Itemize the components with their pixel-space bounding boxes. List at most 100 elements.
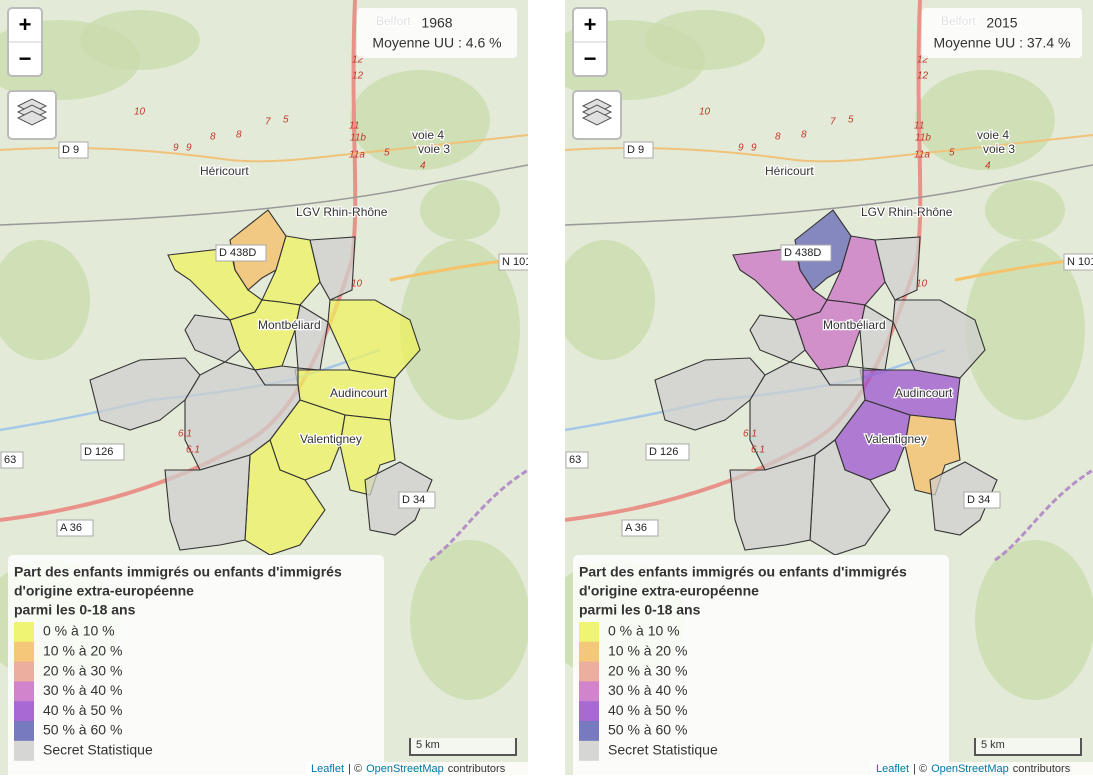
zone[interactable]: [729, 454, 816, 551]
border: [429, 468, 528, 562]
exit-label: 9: [173, 143, 179, 154]
exit-label: 5: [283, 115, 289, 126]
exit-label: 7: [265, 117, 271, 128]
attribution-box: [306, 762, 528, 775]
forest: [0, 240, 90, 360]
exit-label: 9: [186, 143, 192, 154]
zone[interactable]: [809, 439, 891, 556]
layers-icon[interactable]: [581, 110, 613, 126]
border: [994, 468, 1093, 562]
attribution-leaflet[interactable]: Leaflet: [876, 763, 909, 775]
road-label: A 36: [60, 522, 82, 534]
zone[interactable]: [294, 304, 329, 371]
legend-swatch: [579, 721, 599, 741]
legend-label: 10 % à 20 %: [608, 643, 687, 659]
legend-swatch: [14, 681, 34, 702]
place-label: Audincourt: [330, 386, 388, 400]
zone[interactable]: [254, 365, 299, 386]
scale-bar: [974, 738, 1082, 756]
exit-label: 10: [134, 107, 146, 118]
attribution-leaflet[interactable]: Leaflet: [311, 763, 344, 775]
road-label: D 9: [62, 144, 79, 156]
zoom-out[interactable]: −: [19, 46, 32, 71]
road-label: D 34: [967, 494, 990, 506]
place-label: LGV Rhin-Rhône: [861, 205, 953, 219]
zone[interactable]: [164, 454, 251, 551]
attribution-osm[interactable]: OpenStreetMap: [931, 763, 1009, 775]
layers-icon[interactable]: [16, 110, 48, 126]
legend-label: 0 % à 10 %: [43, 623, 115, 639]
road-label: D 34: [402, 494, 425, 506]
exit-label: 11a: [349, 150, 365, 161]
place-label: voie 4: [412, 128, 444, 142]
road-shield: [0, 451, 24, 469]
road-label: D 438D: [219, 247, 256, 259]
road-shield: [623, 141, 654, 159]
legend-title: Part des enfants immigrés ou enfants d'i…: [14, 564, 342, 580]
map-panel: BelfortHéricourtMontbéliardAudincourtVal…: [0, 0, 528, 775]
road-shield: [621, 519, 659, 537]
legend-title: parmi les 0-18 ans: [14, 602, 136, 618]
exit-label: 11: [349, 121, 359, 132]
layers-button[interactable]: [572, 90, 622, 140]
attribution-osm[interactable]: OpenStreetMap: [366, 763, 444, 775]
zoom-out[interactable]: −: [584, 46, 597, 71]
exit-label: 4: [420, 161, 426, 172]
place-label: Montbéliard: [258, 318, 321, 332]
place-label: Héricourt: [765, 164, 814, 178]
forest: [985, 180, 1065, 240]
legend-swatch: [579, 641, 599, 662]
attribution-box: [871, 762, 1093, 775]
zone[interactable]: [874, 236, 921, 301]
legend-swatch: [14, 661, 34, 682]
exit-label: 12: [352, 55, 364, 66]
legend-label: 30 % à 40 %: [43, 682, 122, 698]
zoom-in[interactable]: +: [19, 12, 32, 37]
road-label: D 438D: [784, 247, 821, 259]
zone[interactable]: [309, 236, 356, 301]
zone[interactable]: [749, 361, 866, 471]
road-shield: [1063, 253, 1093, 271]
info-box: [357, 8, 517, 58]
info-year: 1968: [421, 15, 452, 31]
place-label: Audincourt: [895, 386, 953, 400]
zone[interactable]: [819, 365, 864, 386]
road-label: 63: [4, 454, 16, 466]
legend-swatch: [579, 681, 599, 702]
layers-button[interactable]: [7, 90, 57, 140]
exit-label: 8: [775, 132, 781, 143]
scale-bar: [409, 738, 517, 756]
exit-label: 5: [949, 148, 955, 159]
zone[interactable]: [327, 299, 421, 379]
exit-label: 6.1: [751, 445, 765, 456]
forest: [975, 540, 1093, 700]
road-label: D 9: [627, 144, 644, 156]
info-mean: Moyenne UU : 37.4 %: [934, 35, 1071, 51]
zone[interactable]: [859, 304, 894, 371]
legend-box: [8, 555, 384, 775]
zone[interactable]: [244, 439, 326, 556]
legend-label: 40 % à 50 %: [43, 702, 122, 718]
legend-label: 0 % à 10 %: [608, 623, 680, 639]
road: [565, 134, 1093, 163]
legend-label: 20 % à 30 %: [608, 662, 687, 678]
forest: [350, 70, 490, 170]
legend-swatch: [14, 641, 34, 662]
road-shield: [498, 253, 528, 271]
road-shield: [963, 491, 1001, 509]
exit-label: 11b: [350, 133, 366, 144]
attribution: Leaflet | © OpenStreetMap contributors: [311, 763, 506, 775]
zoom-in[interactable]: +: [584, 12, 597, 37]
legend-label: 50 % à 60 %: [608, 722, 687, 738]
road-shield: [58, 141, 89, 159]
attribution: Leaflet | © OpenStreetMap contributors: [876, 763, 1071, 775]
highway: [565, 164, 1093, 226]
road-shield: [215, 244, 267, 262]
road-label: A 36: [625, 522, 647, 534]
legend-title: d'origine extra-européenne: [14, 583, 194, 599]
exit-label: 8: [210, 132, 216, 143]
place-label: LGV Rhin-Rhône: [296, 205, 388, 219]
scale-label: 5 km: [416, 739, 440, 751]
zone[interactable]: [892, 299, 986, 379]
zone[interactable]: [184, 361, 301, 471]
